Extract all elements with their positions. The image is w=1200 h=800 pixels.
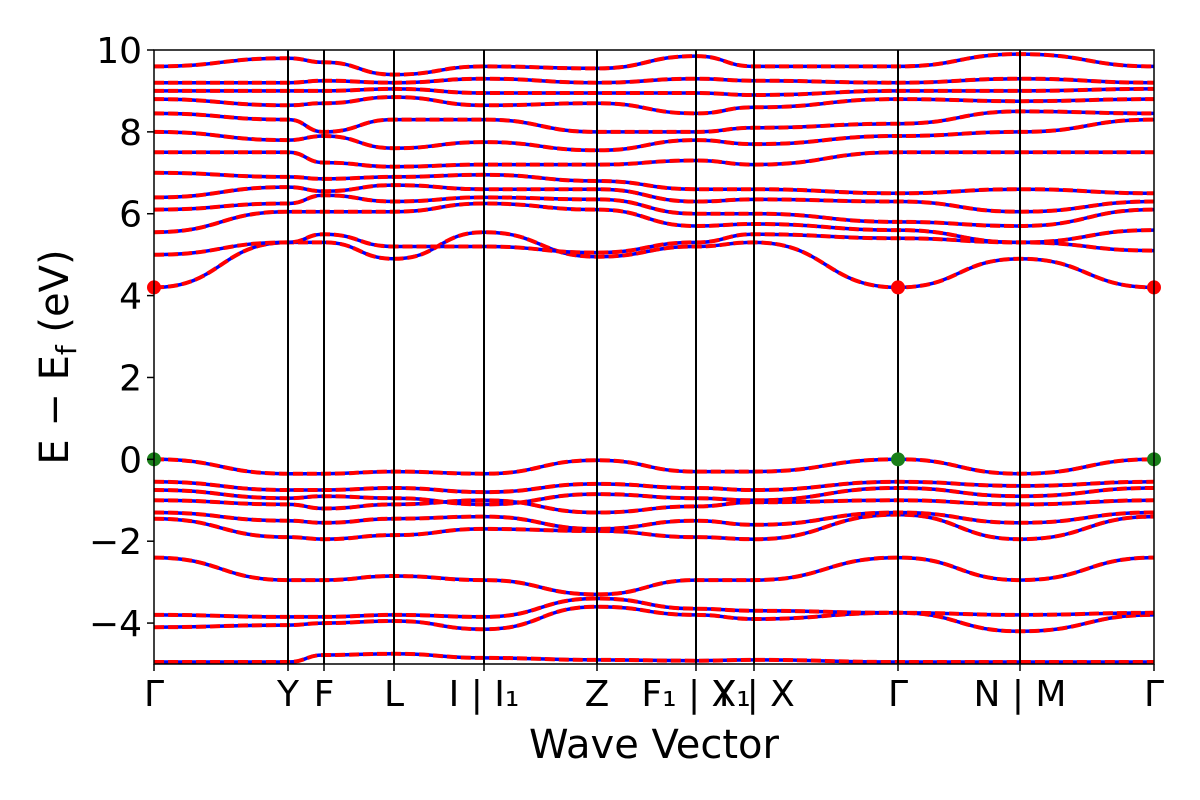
x-tick-label-2: F <box>314 674 335 715</box>
x-tick-label-9: N | M <box>973 674 1066 715</box>
y-axis-label: E − Ef (eV) <box>32 249 83 464</box>
band-20-spin-up <box>154 86 1154 98</box>
y-tick-label-5: 6 <box>119 195 142 236</box>
y-tick-label-3: 2 <box>119 358 142 399</box>
x-tick-label-7: Y | X <box>712 674 795 715</box>
band-12-spin-up <box>154 201 1154 245</box>
y-axis-label-main: E − E <box>32 355 78 465</box>
y-axis-label-sub: f <box>50 344 83 355</box>
band-7-spin-up <box>154 485 1154 507</box>
y-tick-label-2: 0 <box>119 440 142 481</box>
x-tick-label-4: I | I₁ <box>449 674 520 715</box>
band-4-spin-up <box>154 512 1154 542</box>
band-18-spin-up <box>154 109 1154 134</box>
kpoint-lines <box>287 50 1021 664</box>
band-11-spin-up <box>154 232 1154 257</box>
bands-layer <box>154 52 1154 664</box>
y-axis-ticks: −4 −2 0 2 4 6 8 10 <box>89 31 154 645</box>
x-tick-label-8: Γ <box>888 674 908 715</box>
band-10-spin-up <box>154 230 1154 290</box>
band-8-spin-up <box>154 479 1154 495</box>
band-1-spin-up <box>154 604 1154 634</box>
band-19-spin-up <box>154 95 1154 116</box>
band-17-spin-up <box>154 117 1154 153</box>
band-15-spin-up <box>154 170 1154 196</box>
band-9-spin-up <box>154 457 1154 476</box>
x-tick-label-10: Γ <box>1144 674 1164 715</box>
y-axis-label-unit: (eV) <box>32 249 78 345</box>
x-tick-label-5: Z <box>585 674 610 715</box>
band-2-spin-up <box>154 596 1154 619</box>
band-16-spin-up <box>154 150 1154 169</box>
band-6-spin-up <box>154 498 1154 515</box>
y-tick-label-4: 4 <box>119 277 142 318</box>
band-21-spin-up <box>154 76 1154 85</box>
x-tick-label-3: L <box>384 674 404 715</box>
x-axis-label: Wave Vector <box>529 722 780 768</box>
extremum-marker-4 <box>891 452 905 467</box>
x-tick-label-6: F₁ | X₁ <box>641 674 750 715</box>
band-5-spin-up <box>154 510 1154 531</box>
plot-frame <box>153 49 1155 665</box>
y-tick-label-7: 10 <box>96 31 142 72</box>
band-22-spin-up <box>154 52 1154 77</box>
extremum-marker-1 <box>891 280 905 295</box>
band-13-spin-up <box>154 193 1154 229</box>
y-tick-label-0: −4 <box>89 604 142 645</box>
band-14-spin-up <box>154 183 1154 214</box>
x-tick-label-0: Γ <box>144 674 164 715</box>
band-3-spin-up <box>154 555 1154 597</box>
x-tick-label-1: Y <box>276 674 300 715</box>
band-0-spin-up <box>154 651 1154 664</box>
y-tick-label-6: 8 <box>119 113 142 154</box>
y-tick-label-1: −2 <box>89 522 142 563</box>
